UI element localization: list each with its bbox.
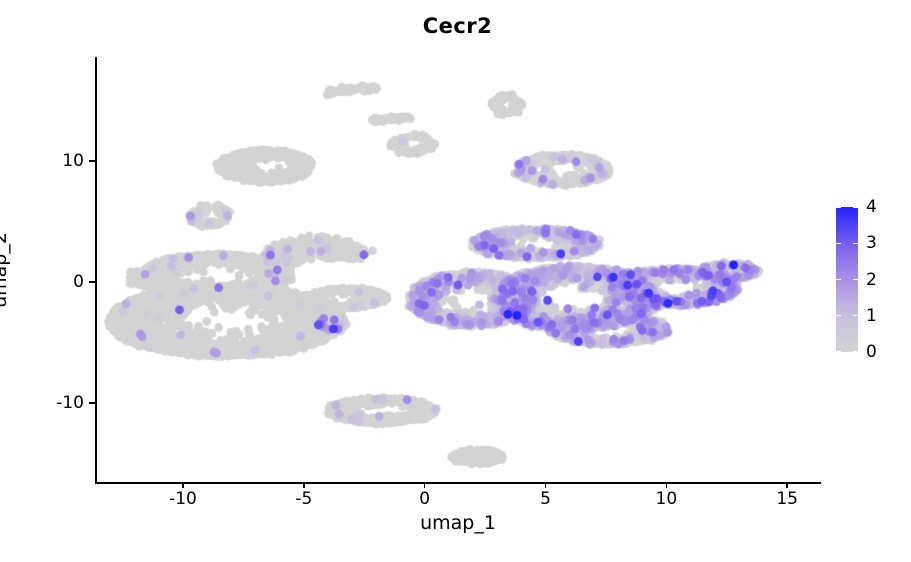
y-tick-mark xyxy=(89,281,95,283)
colorbar-tick-mark xyxy=(836,315,841,317)
y-tick-mark xyxy=(89,402,95,405)
colorbar-tick-mark xyxy=(836,242,841,244)
x-tick-mark xyxy=(182,482,184,488)
x-tick-label: 15 xyxy=(776,489,798,509)
x-axis-line xyxy=(95,482,821,484)
y-tick-label: -10 xyxy=(56,393,84,414)
y-tick-label: 0 xyxy=(73,272,84,293)
colorbar-tick-label: 2 xyxy=(866,269,877,290)
colorbar-tick-mark xyxy=(853,206,858,208)
x-tick-label: 5 xyxy=(540,489,551,509)
x-tick-mark xyxy=(544,482,547,488)
y-axis-label: umap_2 xyxy=(0,232,11,308)
colorbar-tick-label: 3 xyxy=(866,233,877,254)
colorbar-tick-mark xyxy=(836,206,841,208)
x-axis-label: umap_1 xyxy=(420,512,496,534)
x-tick-mark xyxy=(423,482,426,488)
x-tick-label: 10 xyxy=(655,489,678,509)
colorbar-tick-label: 0 xyxy=(866,342,877,362)
colorbar-tick-mark xyxy=(836,278,841,281)
colorbar-tick-label: 4 xyxy=(866,197,877,217)
x-tick-label: -10 xyxy=(169,489,197,509)
x-tick-mark xyxy=(786,482,788,488)
colorbar-gradient xyxy=(836,207,858,352)
colorbar-tick-mark xyxy=(853,278,858,281)
y-axis-line xyxy=(95,57,97,483)
x-tick-label: 0 xyxy=(419,489,431,509)
colorbar xyxy=(836,207,858,352)
colorbar-tick-mark xyxy=(853,242,858,244)
colorbar-tick-mark xyxy=(853,315,858,317)
y-tick-mark xyxy=(89,160,95,162)
colorbar-tick-label: 1 xyxy=(866,305,877,326)
colorbar-tick-mark xyxy=(836,351,841,353)
x-tick-mark xyxy=(665,482,668,488)
y-tick-label: 10 xyxy=(62,151,84,172)
colorbar-tick-mark xyxy=(853,351,858,353)
x-tick-mark xyxy=(303,482,305,488)
x-tick-label: -5 xyxy=(295,489,313,509)
